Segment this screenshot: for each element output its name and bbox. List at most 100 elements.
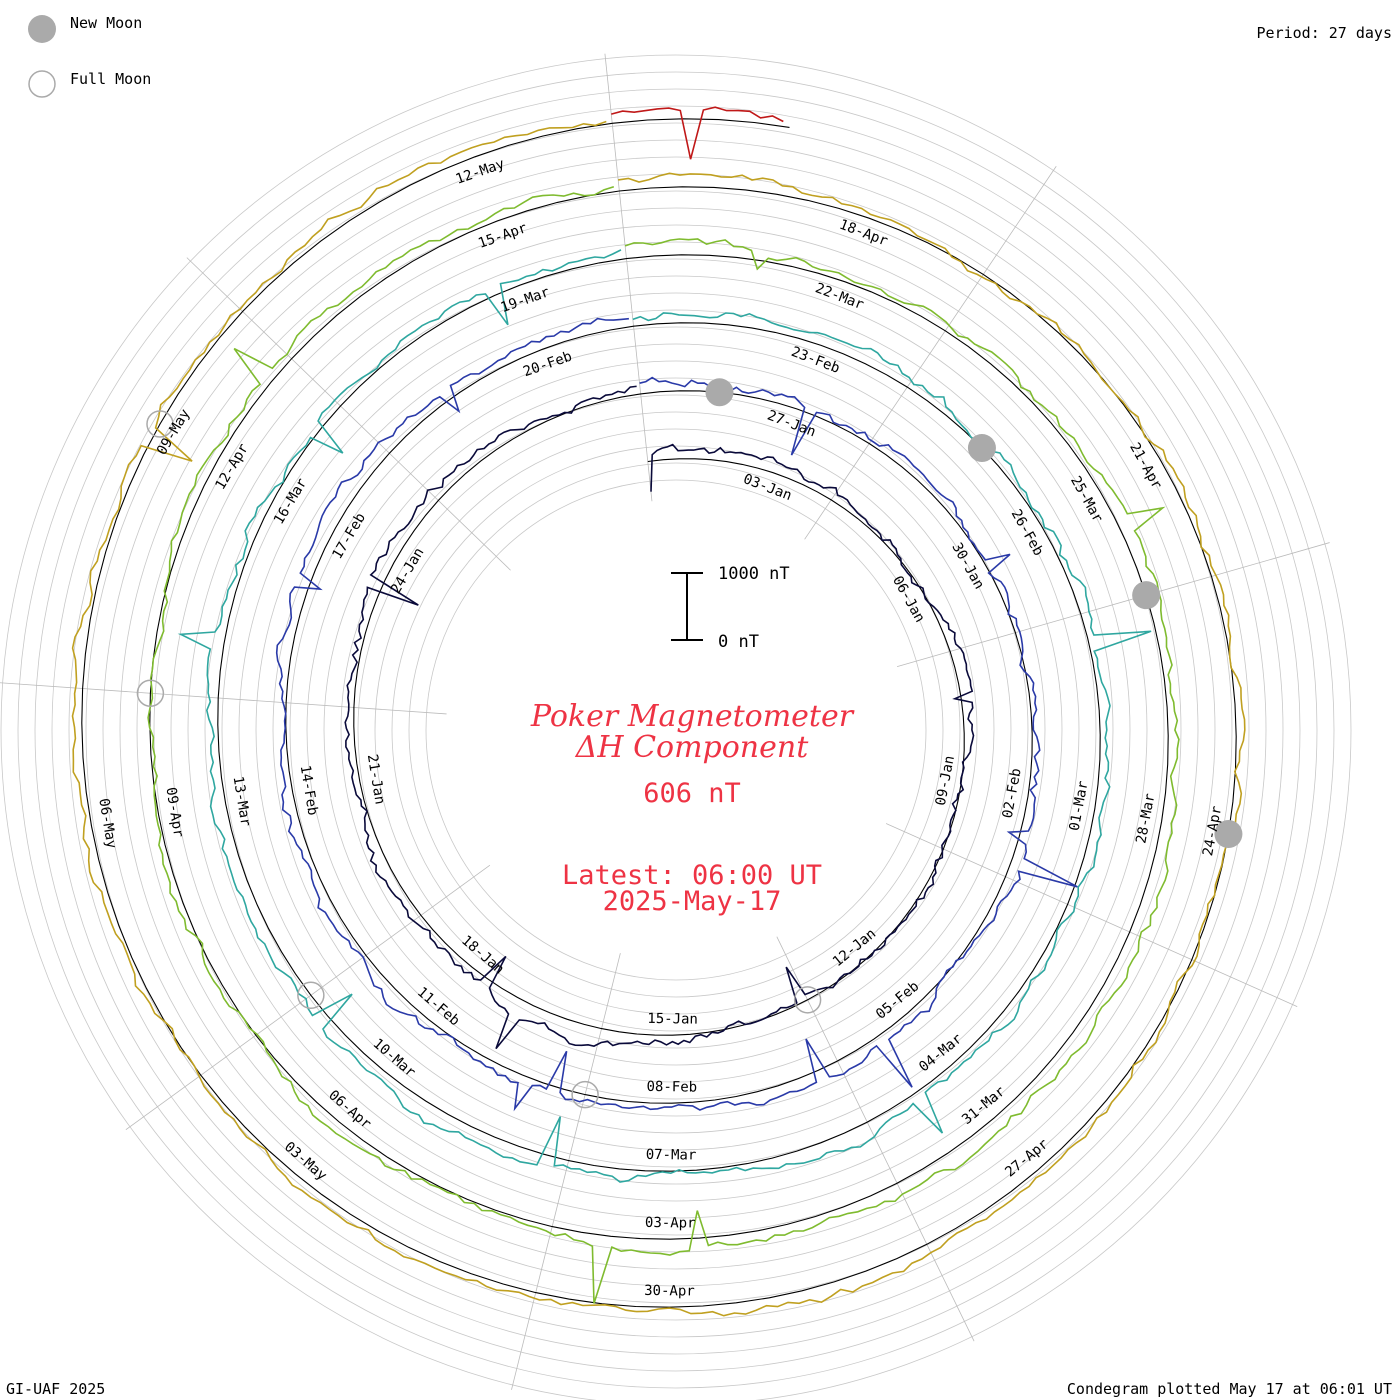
current-value: 606 nT <box>643 778 741 809</box>
date-label: 21-Jan <box>364 753 388 805</box>
grid-ring <box>51 105 1301 1355</box>
grid-spoke <box>0 682 447 715</box>
date-label: 03-May <box>281 1139 330 1184</box>
data-traces <box>71 106 1246 1317</box>
date-label: 06-Apr <box>325 1087 374 1132</box>
date-label: 16-Mar <box>271 476 311 528</box>
date-label: 08-Feb <box>646 1079 697 1096</box>
grid-ring <box>323 377 1029 1083</box>
date-label: 07-Mar <box>646 1147 697 1164</box>
full-moon-legend-label: Full Moon <box>70 70 151 88</box>
grid-spoke <box>896 542 1330 667</box>
new-moon-marker <box>1132 581 1161 610</box>
grid-ring <box>374 428 978 1032</box>
date-label: 18-Apr <box>837 217 890 250</box>
moon-markers <box>136 378 1243 1109</box>
date-label: 09-Jan <box>933 754 958 807</box>
trace-cycle-1 <box>344 385 975 1050</box>
grid-ring <box>255 309 1097 1151</box>
date-label: 01-Mar <box>1067 780 1092 833</box>
full-moon-marker <box>571 1080 599 1109</box>
date-label: 12-Jan <box>830 926 879 970</box>
scale-bottom-label: 0 nT <box>718 632 759 652</box>
chart-subtitle: ΔH Component <box>575 730 809 765</box>
chart-title: Poker Magnetometer <box>530 699 855 734</box>
date-label: 18-Jan <box>458 933 507 978</box>
grid-spoke <box>804 166 1057 540</box>
date-label: 25-Mar <box>1067 473 1106 525</box>
date-label: 27-Jan <box>765 408 818 441</box>
grid-ring <box>34 88 1318 1372</box>
new-moon-legend-label: New Moon <box>70 14 142 32</box>
grid-spoke <box>885 823 1298 1007</box>
date-label: 03-Jan <box>741 471 794 504</box>
grid-ring <box>238 292 1114 1168</box>
new-moon-marker <box>1214 820 1243 849</box>
date-label: 12-May <box>454 156 507 188</box>
date-label: 23-Feb <box>789 344 842 377</box>
grid-ring <box>136 190 1216 1270</box>
grid-ring <box>221 275 1131 1185</box>
grid-spoke <box>776 936 975 1342</box>
date-label: 30-Apr <box>644 1283 695 1300</box>
new-moon-legend-icon <box>28 15 56 43</box>
date-label: 06-May <box>95 797 119 849</box>
date-label: 17-Feb <box>329 510 369 562</box>
grid-ring <box>289 343 1063 1117</box>
latest-time: Latest: 06:00 UT <box>562 860 822 891</box>
date-label: 30-Jan <box>948 540 987 592</box>
full-moon-legend-icon <box>28 70 56 98</box>
date-label: 15-Jan <box>647 1011 698 1028</box>
trace-cycle-4 <box>147 185 1180 1304</box>
grid-ring <box>408 462 944 998</box>
date-label: 19-Mar <box>499 284 552 316</box>
grid-ring <box>102 156 1250 1304</box>
date-label: 11-Feb <box>414 984 463 1029</box>
trace-cycle-3 <box>177 249 1152 1183</box>
grid-ring <box>153 207 1199 1253</box>
date-label: 31-Mar <box>959 1084 1008 1128</box>
grid-spoke <box>604 53 653 502</box>
date-label: 03-Apr <box>645 1215 696 1232</box>
scale-top-label: 1000 nT <box>718 564 790 584</box>
date-label: 09-Apr <box>162 786 186 838</box>
date-label: 20-Feb <box>521 348 574 380</box>
grid-ring <box>187 241 1165 1219</box>
full-moon-marker <box>297 981 325 1010</box>
period-label: Period: 27 days <box>1257 24 1392 42</box>
date-label: 15-Apr <box>476 220 529 252</box>
trace-cycle-5 <box>71 120 1246 1317</box>
grid-ring <box>0 54 1352 1400</box>
date-label: 12-Apr <box>212 441 252 493</box>
full-moon-marker <box>146 410 174 438</box>
trace-cycle-6 <box>611 106 784 160</box>
grid-ring <box>85 139 1267 1321</box>
grid-ring <box>357 411 995 1049</box>
date-label: 06-Jan <box>889 573 928 625</box>
footer-plotted: Condegram plotted May 17 at 06:01 UT <box>1067 1380 1392 1398</box>
grid-ring <box>340 394 1012 1066</box>
latest-date: 2025-May-17 <box>603 886 782 917</box>
date-label: 22-Mar <box>813 280 866 313</box>
grid-ring <box>306 360 1046 1100</box>
date-label: 28-Mar <box>1133 792 1158 845</box>
date-label: 10-Mar <box>370 1036 419 1081</box>
grid-ring <box>425 479 927 981</box>
date-label: 02-Feb <box>1000 767 1025 820</box>
grid-ring <box>170 224 1182 1236</box>
date-label: 13-Mar <box>229 775 253 827</box>
date-label: 05-Feb <box>873 978 922 1022</box>
grid-spoke <box>186 257 511 571</box>
footer-credit: GI-UAF 2025 <box>6 1380 105 1398</box>
ring-grid <box>0 54 1352 1400</box>
date-label: 24-Jan <box>388 545 428 597</box>
grid-ring <box>68 122 1284 1338</box>
full-moon-marker <box>793 986 822 1014</box>
scale-bar: 1000 nT 0 nT <box>671 564 790 652</box>
grid-ring <box>391 445 961 1015</box>
grid-spoke <box>511 953 621 1390</box>
grid-ring <box>17 71 1335 1389</box>
new-moon-marker <box>705 378 734 407</box>
full-moon-marker <box>136 679 165 707</box>
